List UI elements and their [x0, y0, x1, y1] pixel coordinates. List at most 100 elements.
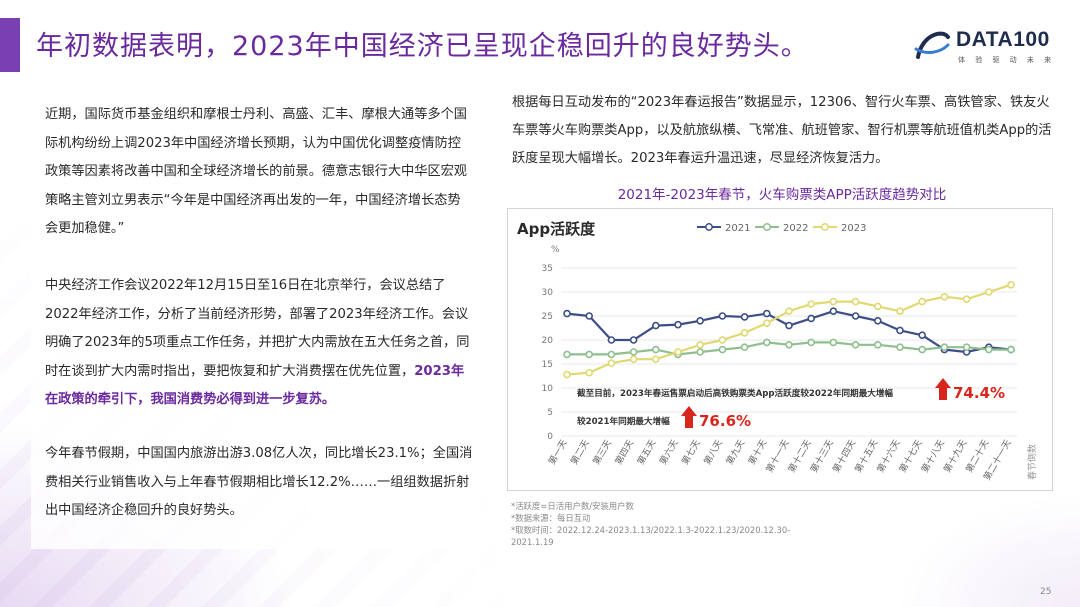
- x-tick-label-5: 第五天: [634, 438, 658, 467]
- chart-heading: 2021年-2023年春节，火车购票类APP活跃度趋势对比: [617, 187, 947, 203]
- data-point-2022-4: [629, 348, 638, 356]
- data-point-2023-14: [851, 297, 860, 306]
- page-number: 25: [1040, 587, 1052, 597]
- y-tick-label-10: 10: [542, 384, 554, 394]
- y-tick-label-5: 5: [547, 408, 553, 418]
- x-tick-label-4: 第四天: [612, 438, 636, 467]
- footnote-line-3: *取数时间：2022.12.24-2023.1.13/2022.1.3-2022…: [511, 525, 791, 547]
- annotation-arrow-1: [935, 378, 951, 400]
- data-point-2023-4: [629, 355, 638, 363]
- data-point-2023-18: [940, 293, 949, 301]
- x-tick-label-10: 第十天: [745, 438, 769, 467]
- data-point-2022-19: [962, 343, 971, 351]
- data-point-2021-6: [674, 320, 682, 329]
- data-point-2022-16: [896, 343, 904, 351]
- data-point-2022-1: [563, 350, 571, 359]
- annotation-text-1: 截至目前，2023年春运售票启动后高铁购票类App活跃度较2022年同期最大增幅: [577, 387, 893, 399]
- data-point-2022-12: [807, 338, 816, 347]
- footnote-line: *活跃度=日活用户数/安装用户数 *数据来源：每日互动 *取数时间：2022.12.…: [511, 500, 811, 548]
- y-tick-label-25: 25: [542, 312, 553, 322]
- data-point-2022-13: [829, 338, 838, 347]
- footnote-line-2: *数据来源：每日互动: [511, 513, 591, 523]
- data-point-2023-3: [607, 359, 616, 367]
- data-point-2022-17: [918, 345, 927, 354]
- x-tick-label-2: 第二天: [568, 438, 592, 467]
- data-point-2023-16: [896, 307, 904, 315]
- data-point-2023-8: [718, 336, 727, 344]
- data-point-2022-21: [1007, 345, 1015, 354]
- data-point-2022-8: [718, 345, 727, 354]
- x-axis-label: 春节倒数: [1026, 444, 1038, 480]
- data-point-2023-1: [563, 370, 571, 379]
- data-point-2021-10: [762, 309, 771, 318]
- page-title: 年初数据表明，2023年中国经济已呈现企稳回升的良好势头。: [36, 31, 809, 62]
- data-point-2023-6: [674, 348, 682, 356]
- data-point-2023-10: [762, 319, 771, 327]
- data-point-2021-3: [607, 336, 616, 344]
- data-point-2021-16: [896, 326, 904, 335]
- title-accent-bar: [0, 18, 20, 72]
- legend-label-2022: 2022: [783, 223, 808, 234]
- data-point-2023-13: [829, 297, 838, 306]
- data-point-2021-12: [807, 314, 816, 323]
- data-point-2023-15: [873, 302, 882, 311]
- x-tick-label-6: 第六天: [657, 438, 681, 467]
- data-point-2023-7: [696, 341, 704, 349]
- data-point-2022-15: [873, 341, 882, 349]
- data-point-2022-9: [740, 343, 749, 351]
- brand-logo: DATA100 体 验 驱 动 未 来: [912, 24, 1052, 72]
- y-tick-label-35: 35: [542, 264, 553, 274]
- legend-marker-2023: [821, 223, 829, 231]
- logo-tagline: 体 验 驱 动 未 来: [958, 56, 1056, 64]
- paragraph-conference: 中央经济工作会议2022年12月15日至16日在北京举行，会议总结了2022年经…: [45, 272, 473, 415]
- data-point-2023-12: [807, 300, 816, 308]
- footnote-line-1: *活跃度=日活用户数/安装用户数: [511, 501, 634, 511]
- data-point-2023-21: [1007, 281, 1015, 289]
- data-point-2022-2: [585, 350, 593, 359]
- annotation-value-2: 76.6%: [699, 412, 751, 430]
- data-point-2021-11: [785, 321, 793, 330]
- logo-swoosh-icon: [914, 31, 950, 59]
- y-tick-label-20: 20: [542, 336, 554, 346]
- data-point-2022-3: [607, 350, 616, 359]
- data-point-2023-17: [918, 297, 927, 306]
- data-point-2022-11: [785, 341, 793, 349]
- y-tick-label-30: 30: [542, 288, 554, 298]
- data-point-2023-19: [962, 295, 971, 303]
- y-tick-label-15: 15: [542, 360, 553, 370]
- paragraph-conference-text: 中央经济工作会议2022年12月15日至16日在北京举行，会议总结了2022年经…: [45, 278, 470, 379]
- x-tick-label-3: 第三天: [590, 438, 614, 467]
- chart-title: App活跃度: [517, 220, 596, 238]
- footnote: *活跃度=日活用户数/安装用户数 *数据来源：每日互动 *取数时间：2022.12.…: [511, 500, 811, 548]
- legend-label-2023: 2023: [841, 223, 866, 234]
- data-point-2021-17: [918, 331, 927, 339]
- data-point-2021-2: [585, 312, 593, 320]
- paragraph-spring-festival: 今年春节假期，中国国内旅游出游3.08亿人次，同比增长23.1%；全国消费相关行…: [45, 446, 473, 519]
- x-tick-label-8: 第八天: [701, 438, 725, 467]
- paragraph-forecast: 近期，国际货币基金组织和摩根士丹利、高盛、汇丰、摩根大通等多个国际机构纷纷上调2…: [45, 107, 467, 237]
- annotation-arrow-2: [681, 406, 697, 428]
- data-point-2021-8: [718, 312, 727, 320]
- data-point-2022-18: [940, 343, 949, 351]
- data-point-2022-5: [652, 345, 660, 354]
- data-point-2021-5: [652, 321, 660, 330]
- chart-frame: [507, 208, 1053, 491]
- paragraph-conference-highlight: 2023年在政策的牵引下，我国消费势必得到进一步复苏。: [45, 363, 465, 408]
- x-tick-label-7: 第七天: [679, 438, 703, 467]
- data-point-2023-9: [740, 329, 749, 337]
- legend-marker-2022: [763, 223, 771, 231]
- x-tick-label-9: 第九天: [723, 438, 747, 467]
- data-point-2023-11: [785, 307, 793, 315]
- line-chart: App活跃度%2021 2022 202305101520253035第一天 第二天第…: [517, 220, 1038, 482]
- legend-marker-2021: [705, 223, 713, 231]
- y-axis-label: %: [551, 245, 560, 255]
- data-point-2023-2: [585, 368, 593, 377]
- data-point-2022-7: [696, 348, 704, 356]
- paragraph-report: 根据每日互动发布的“2023年春运报告”数据显示，12306、智行火车票、高铁管…: [512, 95, 1052, 166]
- annotation-value-1: 74.4%: [953, 384, 1005, 402]
- y-tick-label-0: 0: [547, 432, 553, 442]
- data-point-2021-7: [696, 317, 704, 325]
- data-point-2021-4: [629, 336, 638, 344]
- annotation-text-2: 较2021年同期最大增幅: [577, 415, 670, 427]
- data-point-2021-15: [873, 317, 882, 325]
